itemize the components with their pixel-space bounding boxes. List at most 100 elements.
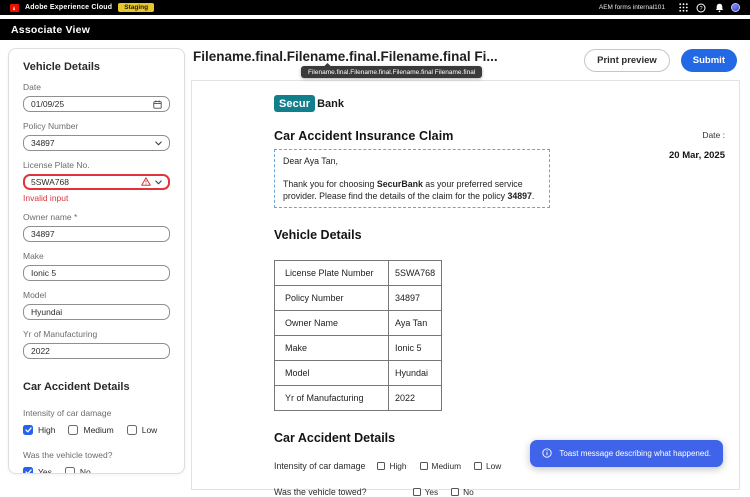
- doc-checkbox-medium[interactable]: Medium: [420, 461, 462, 471]
- vehicle-towed-group: Was the vehicle towed? Yes No: [23, 450, 170, 474]
- checkbox-medium[interactable]: Medium: [68, 425, 113, 435]
- doc-date-label: Date :: [669, 130, 725, 140]
- model-label: Model: [23, 290, 170, 300]
- checkbox-icon[interactable]: [68, 425, 78, 435]
- model-input[interactable]: [23, 304, 170, 320]
- make-label: Make: [23, 251, 170, 261]
- table-row: Owner Name Aya Tan: [275, 311, 442, 336]
- letter-paragraph: Thank you for choosing SecurBank as your…: [283, 178, 541, 202]
- toast-message: Toast message describing what happened.: [559, 449, 711, 458]
- license-plate-field-group: License Plate No. 5SWA768 Invalid input: [23, 160, 170, 203]
- row-value: Aya Tan: [389, 311, 442, 336]
- date-label: Date: [23, 82, 170, 92]
- view-title: Associate View: [11, 24, 90, 36]
- claim-heading: Car Accident Insurance Claim: [274, 129, 725, 143]
- license-plate-label: License Plate No.: [23, 160, 170, 170]
- checkbox-icon[interactable]: [413, 488, 421, 496]
- app-launcher-icon[interactable]: [677, 2, 689, 14]
- info-icon: [542, 448, 552, 460]
- claim-document-page: Secur Bank Car Accident Insurance Claim …: [191, 80, 740, 490]
- user-avatar[interactable]: [731, 3, 740, 12]
- sidebar-section-accident-title: Car Accident Details: [23, 381, 170, 393]
- doc-checkbox-high-label: High: [389, 461, 406, 471]
- table-row: License Plate Number 5SWA768: [275, 261, 442, 286]
- vehicle-towed-label: Was the vehicle towed?: [23, 450, 170, 460]
- date-input[interactable]: 01/09/25: [23, 96, 170, 112]
- doc-checkbox-high[interactable]: High: [377, 461, 406, 471]
- org-name-label: AEM forms internal101: [599, 4, 665, 11]
- checkbox-icon[interactable]: [127, 425, 137, 435]
- doc-checkbox-towed-yes[interactable]: Yes: [413, 487, 439, 497]
- chevron-down-icon: [155, 177, 162, 187]
- license-plate-value: 5SWA768: [31, 177, 69, 187]
- policy-number-label: Policy Number: [23, 121, 170, 131]
- row-label: Policy Number: [275, 286, 389, 311]
- row-label: Make: [275, 336, 389, 361]
- letter-text-block[interactable]: Dear Aya Tan, Thank you for choosing Sec…: [274, 149, 550, 208]
- submit-button[interactable]: Submit: [681, 49, 737, 72]
- document-title: Filename.final.Filename.final.Filename.f…: [193, 49, 498, 64]
- brand-label: Adobe Experience Cloud: [25, 4, 112, 11]
- table-row: Policy Number 34897: [275, 286, 442, 311]
- checkbox-high-label: High: [38, 425, 55, 435]
- checkbox-towed-no[interactable]: No: [65, 467, 91, 474]
- policy-number-select[interactable]: 34897: [23, 135, 170, 151]
- table-row: Make Ionic 5: [275, 336, 442, 361]
- row-label: Owner Name: [275, 311, 389, 336]
- checkbox-icon[interactable]: [420, 462, 428, 470]
- doc-vehicle-details-title: Vehicle Details: [274, 228, 725, 242]
- checkbox-icon[interactable]: [451, 488, 459, 496]
- make-input[interactable]: [23, 265, 170, 281]
- checkbox-icon[interactable]: [23, 425, 33, 435]
- table-row: Model Hyundai: [275, 361, 442, 386]
- logo-secondary-text: Bank: [317, 98, 344, 110]
- doc-date-value: 20 Mar, 2025: [669, 150, 725, 161]
- info-toast[interactable]: Toast message describing what happened.: [530, 440, 723, 467]
- environment-badge: Staging: [118, 3, 154, 12]
- year-label: Yr of Manufacturing: [23, 329, 170, 339]
- sidebar-section-vehicle-title: Vehicle Details: [23, 61, 170, 73]
- policy-number-value: 34897: [31, 138, 55, 148]
- owner-name-label: Owner name *: [23, 212, 170, 222]
- date-field-group: Date 01/09/25: [23, 82, 170, 112]
- checkbox-icon[interactable]: [377, 462, 385, 470]
- vehicle-details-table: License Plate Number 5SWA768 Policy Numb…: [274, 260, 442, 411]
- doc-checkbox-medium-label: Medium: [432, 461, 462, 471]
- svg-text:?: ?: [699, 6, 702, 12]
- row-value: 2022: [389, 386, 442, 411]
- print-preview-button[interactable]: Print preview: [584, 49, 670, 72]
- notifications-bell-icon[interactable]: [713, 2, 725, 14]
- model-field-group: Model: [23, 290, 170, 320]
- doc-damage-intensity-label: Intensity of car damage: [274, 461, 365, 471]
- license-plate-error-text: Invalid input: [23, 193, 170, 203]
- salutation: Dear Aya Tan,: [283, 155, 541, 167]
- checkbox-low[interactable]: Low: [127, 425, 158, 435]
- checkbox-icon[interactable]: [65, 467, 75, 474]
- license-plate-select[interactable]: 5SWA768: [23, 174, 170, 190]
- date-value: 01/09/25: [31, 99, 64, 109]
- year-field-group: Yr of Manufacturing: [23, 329, 170, 359]
- filename-tooltip: Filename.final.Filename.final.Filename.f…: [301, 66, 482, 78]
- row-label: License Plate Number: [275, 261, 389, 286]
- checkbox-high[interactable]: High: [23, 425, 55, 435]
- checkbox-towed-yes[interactable]: Yes: [23, 467, 52, 474]
- year-input[interactable]: [23, 343, 170, 359]
- doc-checkbox-towed-no[interactable]: No: [451, 487, 474, 497]
- checkbox-icon[interactable]: [23, 467, 33, 474]
- doc-checkbox-low[interactable]: Low: [474, 461, 501, 471]
- owner-name-field-group: Owner name *: [23, 212, 170, 242]
- letter-bold-bank: SecurBank: [377, 179, 423, 189]
- view-nav-bar: Associate View: [0, 19, 750, 40]
- owner-name-input[interactable]: [23, 226, 170, 242]
- checkbox-towed-no-label: No: [80, 467, 91, 474]
- securbank-logo: Secur Bank: [274, 95, 725, 112]
- policy-number-field-group: Policy Number 34897: [23, 121, 170, 151]
- damage-intensity-label: Intensity of car damage: [23, 408, 170, 418]
- checkbox-icon[interactable]: [474, 462, 482, 470]
- help-icon[interactable]: ?: [695, 2, 707, 14]
- calendar-icon[interactable]: [153, 100, 162, 109]
- logo-primary-text: Secur: [274, 95, 315, 112]
- top-app-bar: Adobe Experience Cloud Staging AEM forms…: [0, 0, 750, 15]
- letter-part1: Thank you for choosing: [283, 179, 377, 189]
- checkbox-low-label: Low: [142, 425, 158, 435]
